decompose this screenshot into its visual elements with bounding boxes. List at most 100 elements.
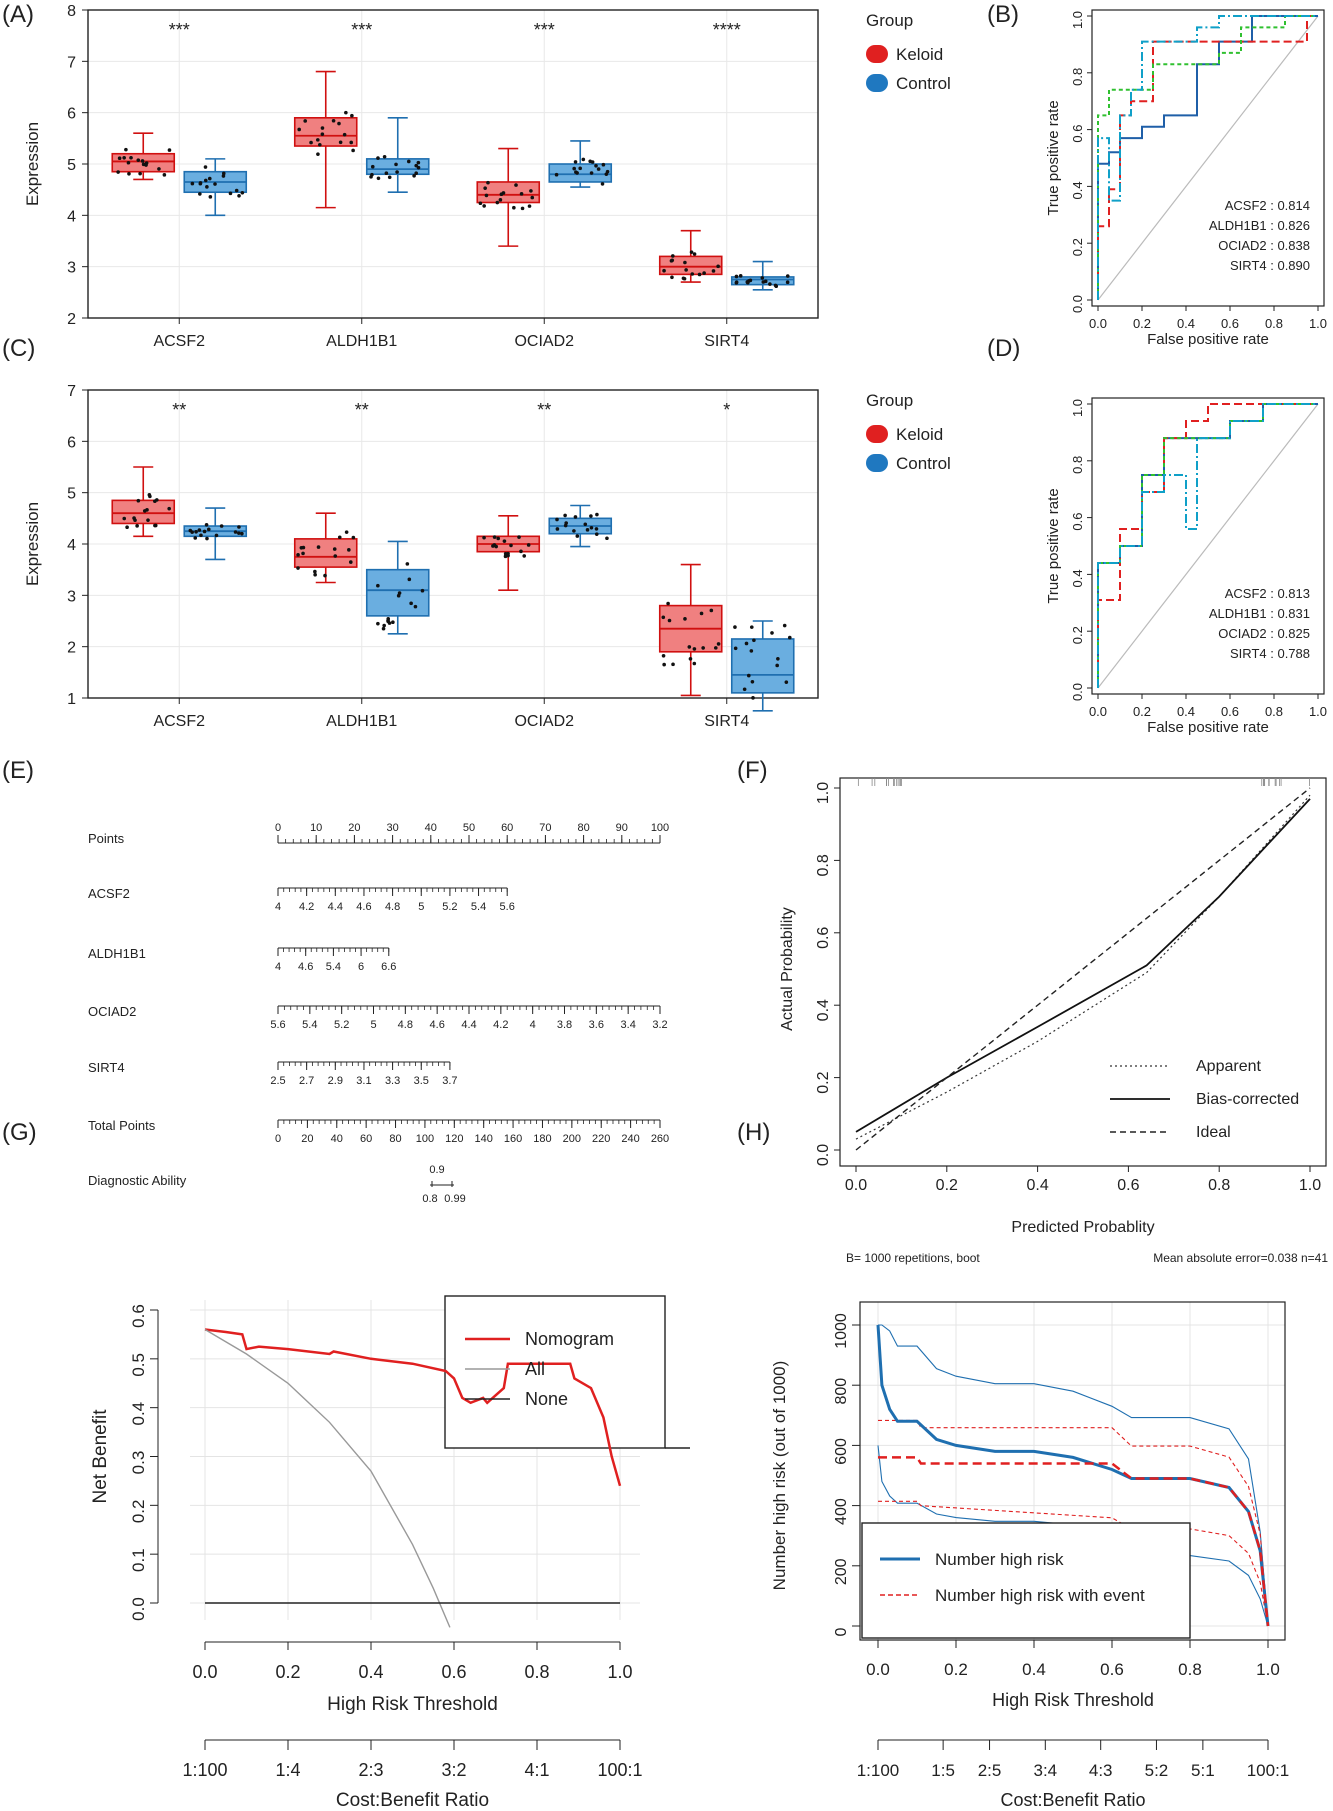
data-point — [381, 626, 386, 631]
data-point — [502, 539, 507, 543]
data-point — [147, 493, 152, 497]
nomogram-tick-label: 100 — [416, 1133, 434, 1145]
roc-curve-aldh1b1 — [1097, 403, 1318, 688]
y-tick-label: 0.3 — [129, 1451, 148, 1475]
panel-label-b: (B) — [987, 1, 1019, 28]
data-point — [520, 206, 525, 211]
data-point — [478, 201, 483, 206]
ratio-axis-label: Cost:Benefit Ratio — [336, 1790, 489, 1811]
ratio-tick-label: 3:2 — [441, 1760, 466, 1780]
plot-frame — [839, 777, 1327, 1167]
x-tick-label: 1.0 — [1309, 704, 1327, 719]
y-tick-label: 0 — [833, 1627, 850, 1636]
y-tick-label: 0.0 — [1070, 683, 1085, 701]
data-point — [601, 162, 606, 167]
data-point — [749, 625, 754, 629]
data-point — [386, 617, 391, 621]
data-point — [135, 524, 139, 528]
curve-number-high-risk-event — [878, 1456, 1270, 1627]
panel-label-d: (D) — [987, 335, 1020, 362]
nomogram-tick-label: 3.4 — [621, 1019, 636, 1031]
data-point — [414, 163, 419, 168]
plot-frame — [1091, 397, 1325, 695]
roc-curve-ociad2 — [1097, 403, 1318, 688]
data-point — [716, 264, 720, 269]
roc-legend-sirt4: SIRT4 : 0.890 — [1230, 258, 1310, 273]
ratio-tick-label: 1:100 — [857, 1761, 900, 1780]
data-point — [499, 192, 504, 197]
y-tick-label: 0.4 — [1070, 569, 1085, 587]
y-tick-label: 0.6 — [1070, 125, 1085, 143]
x-tick-label: 0.4 — [358, 1662, 383, 1682]
nomogram-row-label: Total Points — [88, 1118, 156, 1133]
data-point — [595, 512, 599, 517]
y-axis-label: Number high risk (out of 1000) — [770, 1361, 789, 1591]
data-point — [575, 534, 580, 538]
x-tick-label: 1.0 — [1299, 1177, 1321, 1194]
nomogram-tick-label: 70 — [539, 822, 551, 834]
y-tick-label: 4 — [67, 208, 76, 225]
data-point — [682, 276, 687, 281]
roc-legend-acsf2: ACSF2 : 0.813 — [1225, 586, 1310, 601]
data-point — [738, 274, 743, 278]
data-point — [482, 535, 486, 540]
nomogram-tick-label: 5.2 — [442, 901, 457, 913]
data-point — [572, 529, 576, 533]
data-point — [662, 662, 666, 667]
data-point — [688, 657, 693, 661]
data-point — [555, 517, 559, 522]
y-tick-label: 0.8 — [1070, 68, 1085, 86]
data-point — [711, 269, 716, 273]
legend-title: Group — [866, 391, 913, 410]
legend-entry: Number high risk — [935, 1550, 1064, 1569]
data-point — [124, 147, 128, 152]
data-point — [344, 110, 348, 115]
y-tick-label: 6 — [67, 434, 76, 451]
nomogram-tick-label: 80 — [389, 1133, 401, 1145]
data-point — [589, 171, 594, 175]
data-point — [773, 283, 778, 288]
x-tick-label: SIRT4 — [704, 713, 749, 730]
data-point — [296, 566, 300, 570]
data-point — [122, 155, 126, 160]
data-point — [376, 621, 380, 626]
data-point — [153, 523, 157, 528]
data-point — [203, 165, 208, 169]
box-aldh1b1-control — [365, 158, 430, 176]
nomogram-tick-label: 0.8 — [422, 1193, 437, 1205]
box-ociad2-control — [548, 163, 613, 183]
nomogram-tick-label: 0 — [275, 1133, 281, 1145]
x-tick-label: ALDH1B1 — [326, 713, 397, 730]
y-tick-label: 8 — [67, 3, 76, 20]
nomogram-tick-label: 180 — [533, 1133, 551, 1145]
data-point — [376, 156, 380, 160]
nomogram-row-label: Points — [88, 831, 125, 846]
legend-swatch-control — [866, 74, 888, 92]
y-axis-label: Expression — [23, 502, 42, 586]
x-tick-label: 1.0 — [1256, 1660, 1280, 1679]
nomogram-tick-label: 5.4 — [302, 1019, 317, 1031]
box-aldh1b1-keloid — [293, 117, 358, 147]
data-point — [768, 282, 772, 286]
data-point — [572, 166, 576, 171]
y-tick-label: 2 — [67, 311, 76, 328]
y-axis-label: Actual Probability — [779, 907, 796, 1031]
y-tick-label: 0.2 — [1070, 626, 1085, 644]
data-point — [204, 522, 209, 527]
x-axis-label: False positive rate — [1147, 719, 1269, 736]
data-point — [713, 646, 718, 650]
data-point — [167, 148, 172, 152]
data-point — [116, 170, 120, 174]
data-point — [413, 604, 418, 609]
significance-label: *** — [534, 20, 555, 40]
data-point — [564, 521, 568, 525]
x-tick-label: 0.6 — [1100, 1660, 1124, 1679]
data-point — [662, 268, 666, 273]
data-point — [350, 113, 354, 118]
data-point — [309, 140, 313, 145]
y-tick-label: 7 — [67, 383, 76, 400]
data-point — [370, 164, 375, 169]
y-axis-label: Net Benefit — [90, 1409, 111, 1504]
data-point — [494, 544, 498, 549]
nomogram-tick-label: 4.6 — [298, 961, 313, 973]
